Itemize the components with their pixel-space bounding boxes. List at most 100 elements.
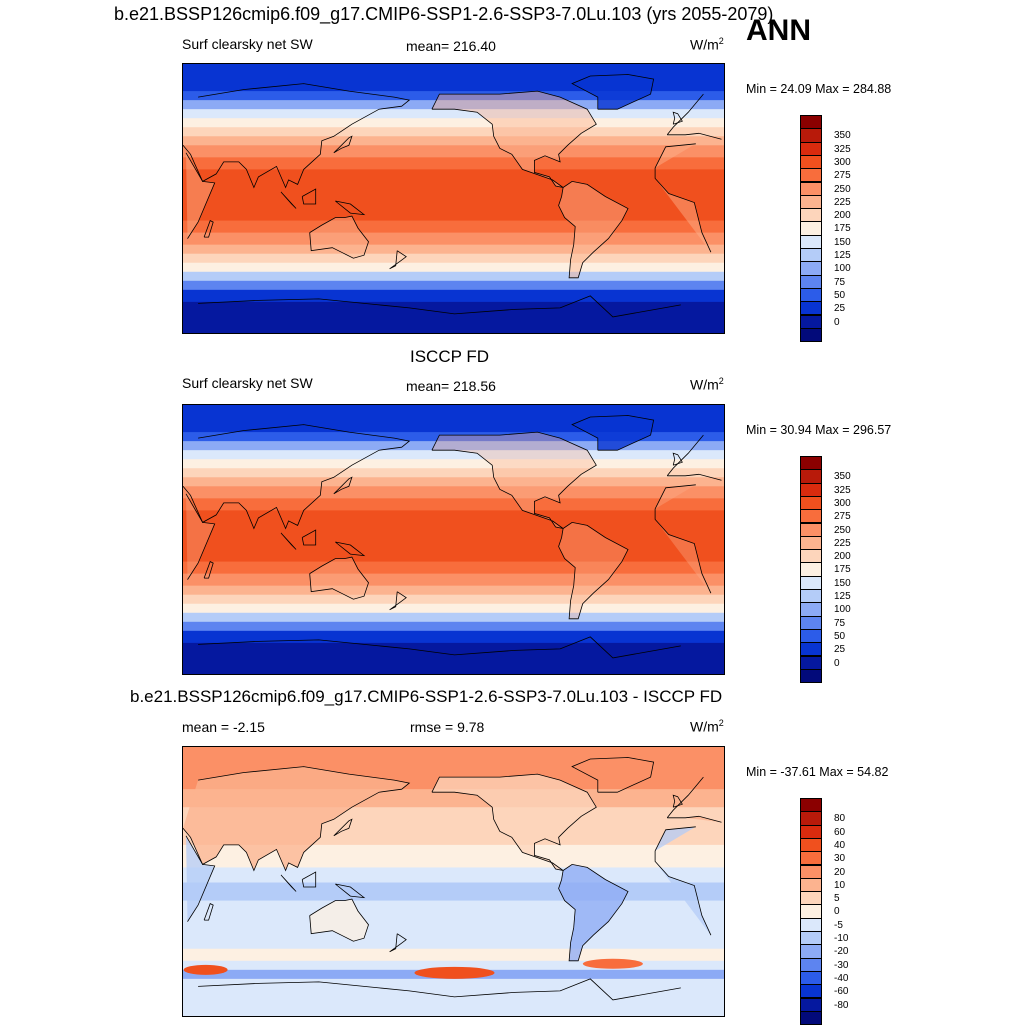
contour-band	[183, 220, 724, 234]
panel1-colorbar-box	[800, 287, 822, 303]
coastline	[203, 561, 214, 579]
coastline	[280, 532, 297, 550]
coastline	[672, 794, 683, 808]
panel2-mean-label: mean= 218.56	[406, 378, 496, 394]
panel1-colorbar-box	[800, 128, 822, 143]
panel1-colorbar-label: 75	[834, 276, 846, 288]
coastline	[672, 111, 683, 125]
panel2-colorbar-label: 75	[834, 617, 846, 629]
land-region	[431, 91, 597, 188]
coastline	[333, 135, 353, 154]
coastline	[571, 74, 655, 110]
coastline	[389, 591, 407, 611]
land-region	[309, 557, 369, 600]
anomaly-patch	[183, 964, 228, 975]
coastline	[558, 180, 629, 279]
panel3-colorbar-label: 30	[834, 853, 846, 865]
panel2-variable-label: Surf clearsky net SW	[182, 375, 313, 391]
contour-band	[183, 621, 724, 632]
panel3-colorbar-label: 80	[834, 813, 846, 825]
panel2-colorbar-box	[800, 549, 822, 564]
panel3-colorbar-label: -10	[834, 933, 849, 944]
panel3-map	[182, 746, 725, 1017]
contour-band	[183, 882, 724, 902]
panel3-colorbar-box	[800, 851, 822, 866]
panel3-mean-label: mean = -2.15	[182, 719, 265, 735]
panel1-colorbar-label: 350	[834, 130, 851, 142]
coastline	[301, 529, 317, 546]
contour-band	[183, 612, 724, 623]
panel1-colorbar-label: 125	[834, 250, 851, 261]
panel2-colorbar-box	[800, 668, 822, 684]
panel1-colorbar-box	[800, 168, 822, 183]
contour-band	[183, 603, 724, 614]
coastline	[335, 200, 366, 216]
panel3-rmse-label: rmse = 9.78	[410, 719, 485, 735]
panel2-colorbar-box	[800, 562, 822, 577]
contour-band	[183, 262, 724, 273]
panel2-colorbar-box	[800, 615, 822, 630]
coastline	[280, 191, 297, 209]
land-region	[558, 522, 628, 619]
panel2-colorbar-label: 25	[834, 644, 846, 656]
antarctic-band	[183, 307, 724, 333]
coastline	[558, 863, 629, 962]
antarctic-band	[183, 648, 724, 674]
panel1-colorbar-box	[800, 301, 822, 316]
land-region	[309, 899, 369, 942]
panel1-units: W/m2	[690, 36, 724, 53]
panel2-colorbar-box	[800, 495, 822, 511]
contour-band	[183, 459, 724, 469]
coastline	[309, 215, 369, 259]
panel2-colorbar-box	[800, 522, 822, 537]
coastlines	[183, 74, 722, 318]
coastline	[280, 874, 297, 892]
panel2-colorbar-box	[800, 642, 822, 657]
coastline	[198, 295, 681, 318]
coastline	[389, 250, 407, 270]
panel3-colorbar-box	[800, 877, 822, 893]
coastline	[333, 476, 353, 495]
panel1-colorbar-label: 300	[834, 156, 851, 168]
panel1-colorbar-box	[800, 248, 822, 263]
panel3-colorbar-box	[800, 970, 822, 986]
coastline	[301, 188, 317, 205]
contour-band	[183, 510, 724, 563]
anomaly-patch	[414, 966, 495, 979]
panel3-colorbar-label: -60	[834, 986, 849, 998]
panel1-colorbar-box	[800, 327, 822, 343]
contour-band	[183, 573, 724, 587]
coastline	[185, 143, 712, 253]
panel2-colorbar-label: 50	[834, 630, 846, 642]
coastline	[183, 83, 722, 189]
contour-band	[183, 253, 724, 264]
contour-band	[183, 900, 724, 914]
coastline	[203, 903, 214, 921]
coastlines	[183, 757, 722, 1001]
panel2-minmax: Min = 30.94 Max = 296.57	[746, 423, 892, 437]
coastline	[185, 826, 712, 936]
panel1-colorbar-box	[800, 115, 822, 130]
coastline	[335, 883, 366, 899]
panel3-colorbar-label: -40	[834, 972, 849, 984]
coastline	[309, 898, 369, 942]
panel1-colorbar-label: 0	[834, 316, 840, 328]
coastline	[571, 757, 655, 793]
coastline	[198, 636, 681, 659]
contour-band	[183, 244, 724, 255]
panel1-colorbar-label: 50	[834, 289, 846, 301]
panel3-colorbar-box	[800, 944, 822, 959]
panel3-colorbar-box	[800, 864, 822, 879]
panel1-colorbar-box	[800, 221, 822, 236]
panel2-colorbar-box	[800, 509, 822, 524]
panel1-minmax: Min = 24.09 Max = 284.88	[746, 82, 892, 96]
panel3-minmax: Min = -37.61 Max = 54.82	[746, 765, 889, 779]
panel2-colorbar-label: 125	[834, 591, 851, 602]
coastline	[431, 431, 597, 529]
contour-band	[183, 477, 724, 487]
land-anomalies	[183, 766, 722, 961]
panel3-colorbar-box	[800, 798, 822, 813]
contour-band	[183, 486, 724, 499]
panel2-map	[182, 404, 725, 675]
panel1-colorbar-box	[800, 208, 822, 223]
